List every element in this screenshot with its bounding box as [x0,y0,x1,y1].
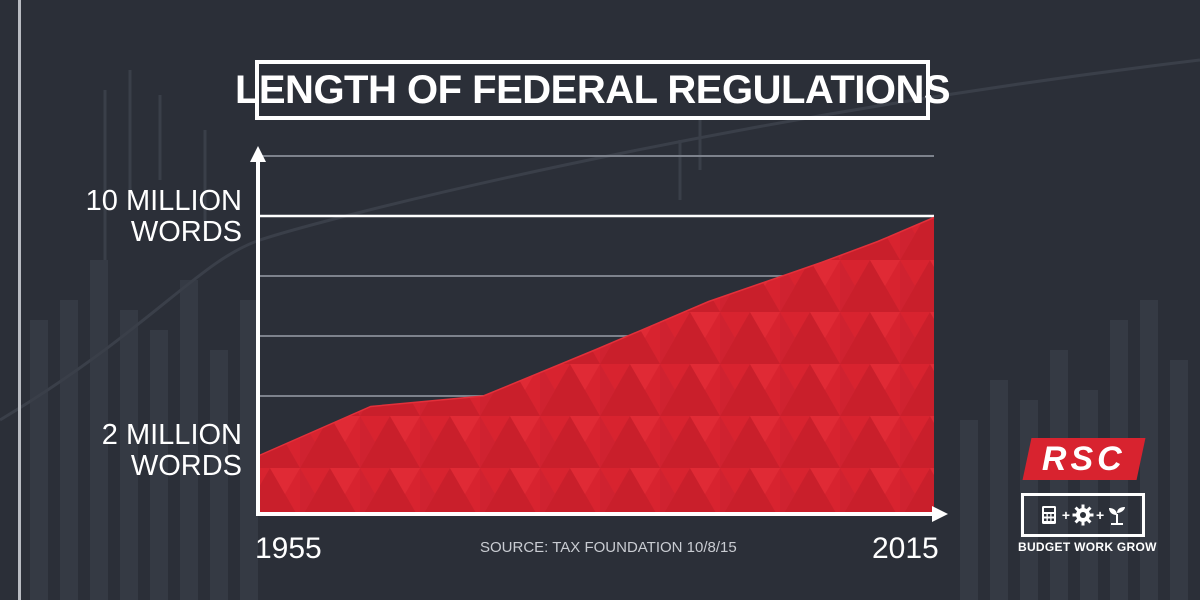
y-tick-label-2m: 2 MILLION WORDS [101,419,242,482]
background-bar [60,300,78,600]
background-bar [90,260,108,600]
plus-sign: + [1061,507,1070,523]
background-bar [1170,360,1188,600]
background-bar [180,280,198,600]
background-curve [0,58,1200,422]
background-bar [150,330,168,600]
background-bar [960,420,978,600]
chart-title: LENGTH OF FEDERAL REGULATIONS [234,67,951,112]
rsc-logo: RSC [1022,438,1146,480]
x-tick-label-start: 1955 [255,532,322,565]
chart-title-box: LENGTH OF FEDERAL REGULATIONS [235,60,951,120]
source-note: SOURCE: TAX FOUNDATION 10/8/15 [480,539,737,556]
x-tick-label-end: 2015 [872,532,939,565]
background-bar [210,350,228,600]
background-bar [30,320,48,600]
tagline: BUDGET WORK GROW [1018,540,1157,554]
background-bar [120,310,138,600]
x-axis-arrow [932,506,948,522]
background-bar [240,300,258,600]
background-bar [990,380,1008,600]
plus-sign: + [1096,507,1105,523]
y-tick-label-10m: 10 MILLION WORDS [85,185,242,248]
calculator-icon [1038,504,1060,526]
sprout-icon [1106,504,1128,526]
area-series [258,217,934,514]
y-axis-arrow [250,146,266,162]
budget-work-grow-badge: + + [1021,493,1145,537]
area-series-edge [257,216,935,457]
gear-icon [1072,504,1094,526]
left-edge-line [18,0,21,600]
rsc-logo-text: RSC [1042,439,1126,478]
